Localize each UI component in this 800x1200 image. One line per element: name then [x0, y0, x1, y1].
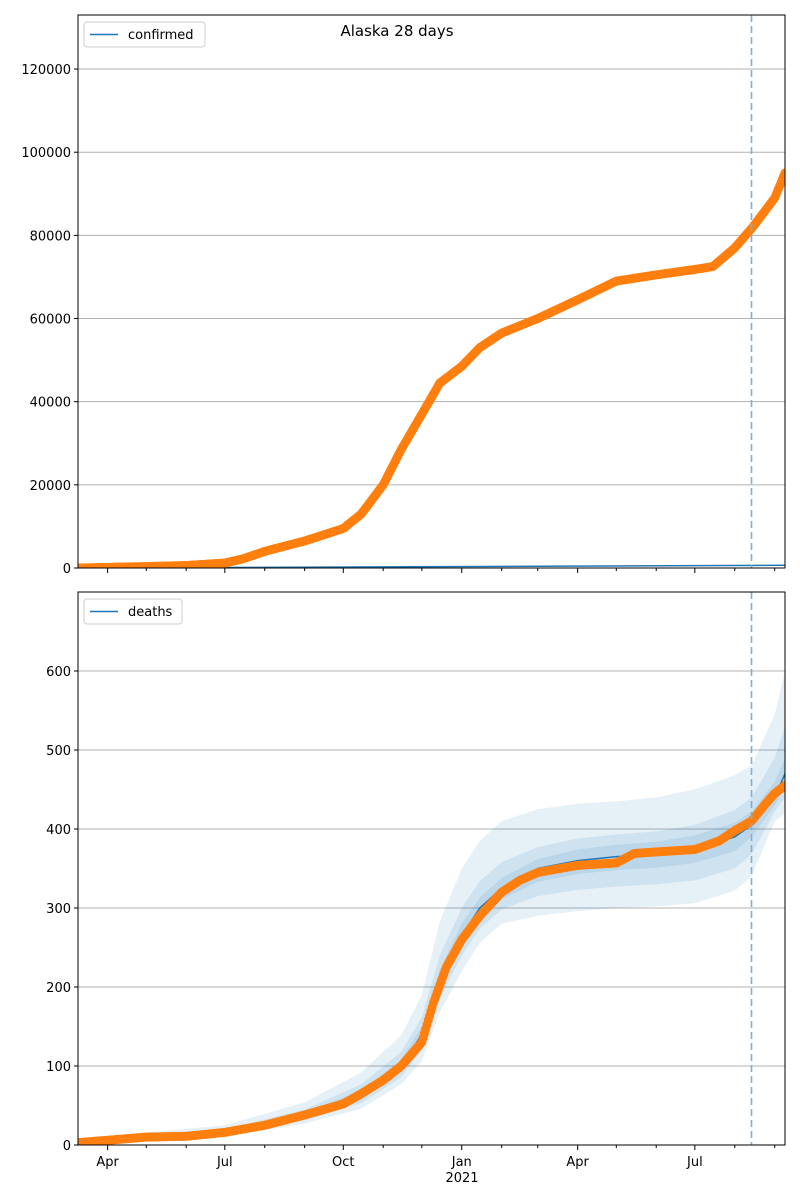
observed-points: [78, 781, 785, 1145]
observed-points: [78, 168, 785, 568]
plot-area: [78, 168, 785, 568]
x-tick-label: Apr: [96, 1155, 119, 1170]
band-inner: [78, 757, 785, 1144]
y-tick-label: 60000: [30, 313, 71, 328]
x-tick-label: Oct: [332, 1155, 354, 1170]
legend: deaths: [83, 598, 183, 625]
deaths-panel: 0 100 200 300 400 500 600 Apr Jul Oct Jan Apr Jul dea…: [46, 591, 786, 1170]
x-tick-label: Jan: [451, 1155, 472, 1170]
observed-point: [780, 168, 785, 178]
figure-title: Alaska 28 days: [340, 22, 453, 40]
y-tick-label: 100: [46, 1060, 71, 1075]
axes-frame: [77, 14, 786, 569]
legend-box: [83, 21, 206, 48]
observed-point: [780, 781, 785, 791]
x-tick-label: Jul: [686, 1155, 703, 1170]
x-tick-label: Apr: [566, 1155, 589, 1170]
legend-label: deaths: [128, 605, 173, 620]
y-tick-label: 40000: [30, 396, 71, 411]
y-tick-label: 300: [46, 902, 71, 917]
x-axis-year-label: 2021: [445, 1171, 478, 1186]
y-tick-label: 0: [63, 1139, 71, 1154]
y-tick-label: 600: [46, 665, 71, 680]
y-tick-label: 200: [46, 981, 71, 996]
y-tick-label: 400: [46, 823, 71, 838]
axes-frame: [77, 591, 786, 1146]
legend: confirmed: [83, 21, 206, 48]
y-tick-label: 500: [46, 744, 71, 759]
confirmed-panel: 0 20000 40000 60000 80000 100000 120000 confirm…: [21, 14, 786, 577]
x-tick-label: Jul: [216, 1155, 233, 1170]
y-tick-label: 20000: [30, 479, 71, 494]
y-tick-label: 120000: [21, 63, 71, 78]
y-tick-label: 100000: [21, 146, 71, 161]
y-tick-label: 0: [63, 562, 71, 577]
band-middle: [78, 726, 785, 1145]
y-tick-label: 80000: [30, 229, 71, 244]
legend-label: confirmed: [128, 28, 194, 43]
legend-box: [83, 598, 183, 625]
plot-area: [78, 671, 785, 1145]
